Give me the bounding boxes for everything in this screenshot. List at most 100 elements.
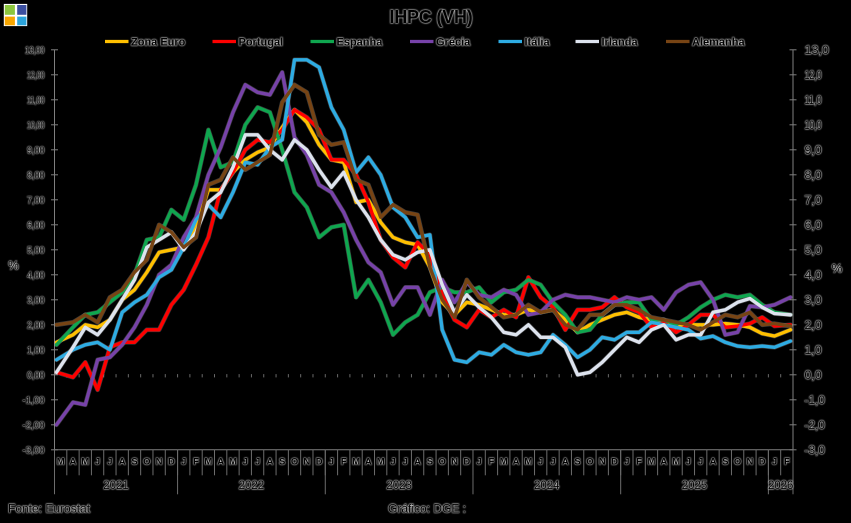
svg-text:J: J — [390, 457, 395, 468]
svg-text:Itália: Itália — [525, 37, 551, 49]
svg-text:2025: 2025 — [682, 480, 708, 492]
svg-text:2,00: 2,00 — [27, 319, 45, 331]
svg-text:0,0: 0,0 — [805, 369, 823, 382]
svg-text:9,00: 9,00 — [27, 144, 45, 156]
svg-text:D: D — [759, 457, 766, 468]
svg-text:A: A — [710, 457, 717, 468]
svg-text:J: J — [624, 457, 629, 468]
svg-text:F: F — [193, 457, 199, 468]
svg-text:8,00: 8,00 — [27, 169, 45, 181]
svg-text:M: M — [204, 457, 212, 468]
svg-text:-2,00: -2,00 — [23, 419, 45, 431]
svg-text:M: M — [672, 457, 680, 468]
svg-text:N: N — [303, 457, 310, 468]
svg-text:J: J — [538, 457, 543, 468]
svg-text:Portugal: Portugal — [239, 37, 284, 49]
svg-text:%: % — [832, 261, 843, 275]
svg-text:J: J — [329, 457, 334, 468]
svg-text:A: A — [266, 457, 273, 468]
svg-text:S: S — [574, 457, 580, 468]
svg-text:2023: 2023 — [386, 480, 412, 492]
svg-text:8,0: 8,0 — [805, 169, 823, 182]
svg-text:7,0: 7,0 — [805, 194, 823, 207]
svg-text:2021: 2021 — [103, 480, 129, 492]
svg-text:1,0: 1,0 — [805, 344, 823, 357]
svg-text:Portugal: Portugal — [239, 37, 284, 49]
svg-text:0,0: 0,0 — [805, 369, 823, 382]
svg-text:M: M — [524, 457, 532, 468]
svg-text:Irlanda: Irlanda — [602, 37, 639, 49]
svg-text:Irlanda: Irlanda — [602, 37, 639, 49]
svg-text:A: A — [562, 457, 569, 468]
svg-text:Fonte: Eurostat: Fonte: Eurostat — [8, 502, 91, 516]
svg-text:-1,0: -1,0 — [805, 394, 826, 407]
svg-text:A: A — [70, 457, 77, 468]
svg-text:4,0: 4,0 — [805, 269, 823, 282]
svg-text:2025: 2025 — [682, 480, 708, 492]
svg-text:2026: 2026 — [768, 480, 794, 492]
svg-text:D: D — [611, 457, 618, 468]
svg-text:%: % — [8, 259, 19, 273]
svg-text:M: M — [204, 457, 212, 468]
svg-text:4,00: 4,00 — [27, 269, 45, 281]
svg-text:M: M — [229, 457, 237, 468]
svg-text:12,0: 12,0 — [805, 69, 823, 82]
svg-text:J: J — [107, 457, 112, 468]
svg-text:O: O — [143, 457, 150, 468]
svg-text:IHPC (VH): IHPC (VH) — [389, 7, 472, 27]
svg-text:J: J — [95, 457, 100, 468]
svg-text:M: M — [81, 457, 89, 468]
svg-text:J: J — [550, 457, 555, 468]
svg-text:J: J — [107, 457, 112, 468]
svg-text:J: J — [181, 457, 186, 468]
svg-text:5,0: 5,0 — [805, 244, 823, 257]
svg-text:11,00: 11,00 — [27, 94, 45, 106]
svg-text:Zona Euro: Zona Euro — [131, 37, 186, 49]
svg-text:F: F — [193, 457, 199, 468]
svg-text:Grécia: Grécia — [436, 37, 471, 49]
svg-text:S: S — [131, 457, 137, 468]
svg-text:4,0: 4,0 — [805, 269, 823, 282]
svg-text:F: F — [784, 457, 790, 468]
svg-text:D: D — [168, 457, 175, 468]
svg-text:11,0: 11,0 — [805, 94, 823, 107]
svg-text:10,0: 10,0 — [805, 119, 823, 132]
svg-text:-3,00: -3,00 — [23, 444, 45, 456]
svg-text:D: D — [168, 457, 175, 468]
svg-text:6,00: 6,00 — [27, 219, 45, 231]
svg-text:3,0: 3,0 — [805, 294, 823, 307]
svg-text:Alemanha: Alemanha — [692, 37, 745, 49]
svg-text:A: A — [710, 457, 717, 468]
svg-text:5,00: 5,00 — [27, 244, 45, 256]
svg-text:1,0: 1,0 — [805, 344, 823, 357]
svg-text:Itália: Itália — [525, 37, 551, 49]
svg-text:A: A — [562, 457, 569, 468]
svg-text:-2,00: -2,00 — [23, 419, 45, 431]
svg-text:D: D — [463, 457, 470, 468]
svg-text:10,0: 10,0 — [805, 119, 823, 132]
svg-text:J: J — [476, 457, 481, 468]
svg-text:Alemanha: Alemanha — [692, 37, 745, 49]
svg-text:-1,0: -1,0 — [805, 394, 826, 407]
svg-text:11,00: 11,00 — [27, 94, 45, 106]
svg-text:9,00: 9,00 — [27, 144, 45, 156]
svg-text:IHPC (VH): IHPC (VH) — [389, 7, 472, 27]
svg-text:J: J — [624, 457, 629, 468]
svg-text:3,00: 3,00 — [27, 294, 45, 306]
svg-text:J: J — [550, 457, 555, 468]
svg-text:S: S — [279, 457, 285, 468]
svg-text:S: S — [722, 457, 728, 468]
svg-text:J: J — [403, 457, 408, 468]
svg-text:2023: 2023 — [386, 480, 412, 492]
svg-text:F: F — [636, 457, 642, 468]
svg-text:O: O — [291, 457, 298, 468]
svg-text:J: J — [255, 457, 260, 468]
svg-text:M: M — [647, 457, 655, 468]
svg-text:N: N — [599, 457, 606, 468]
svg-text:A: A — [414, 457, 421, 468]
svg-text:J: J — [538, 457, 543, 468]
svg-text:M: M — [500, 457, 508, 468]
svg-text:J: J — [329, 457, 334, 468]
svg-text:3,00: 3,00 — [27, 294, 45, 306]
svg-text:O: O — [734, 457, 741, 468]
